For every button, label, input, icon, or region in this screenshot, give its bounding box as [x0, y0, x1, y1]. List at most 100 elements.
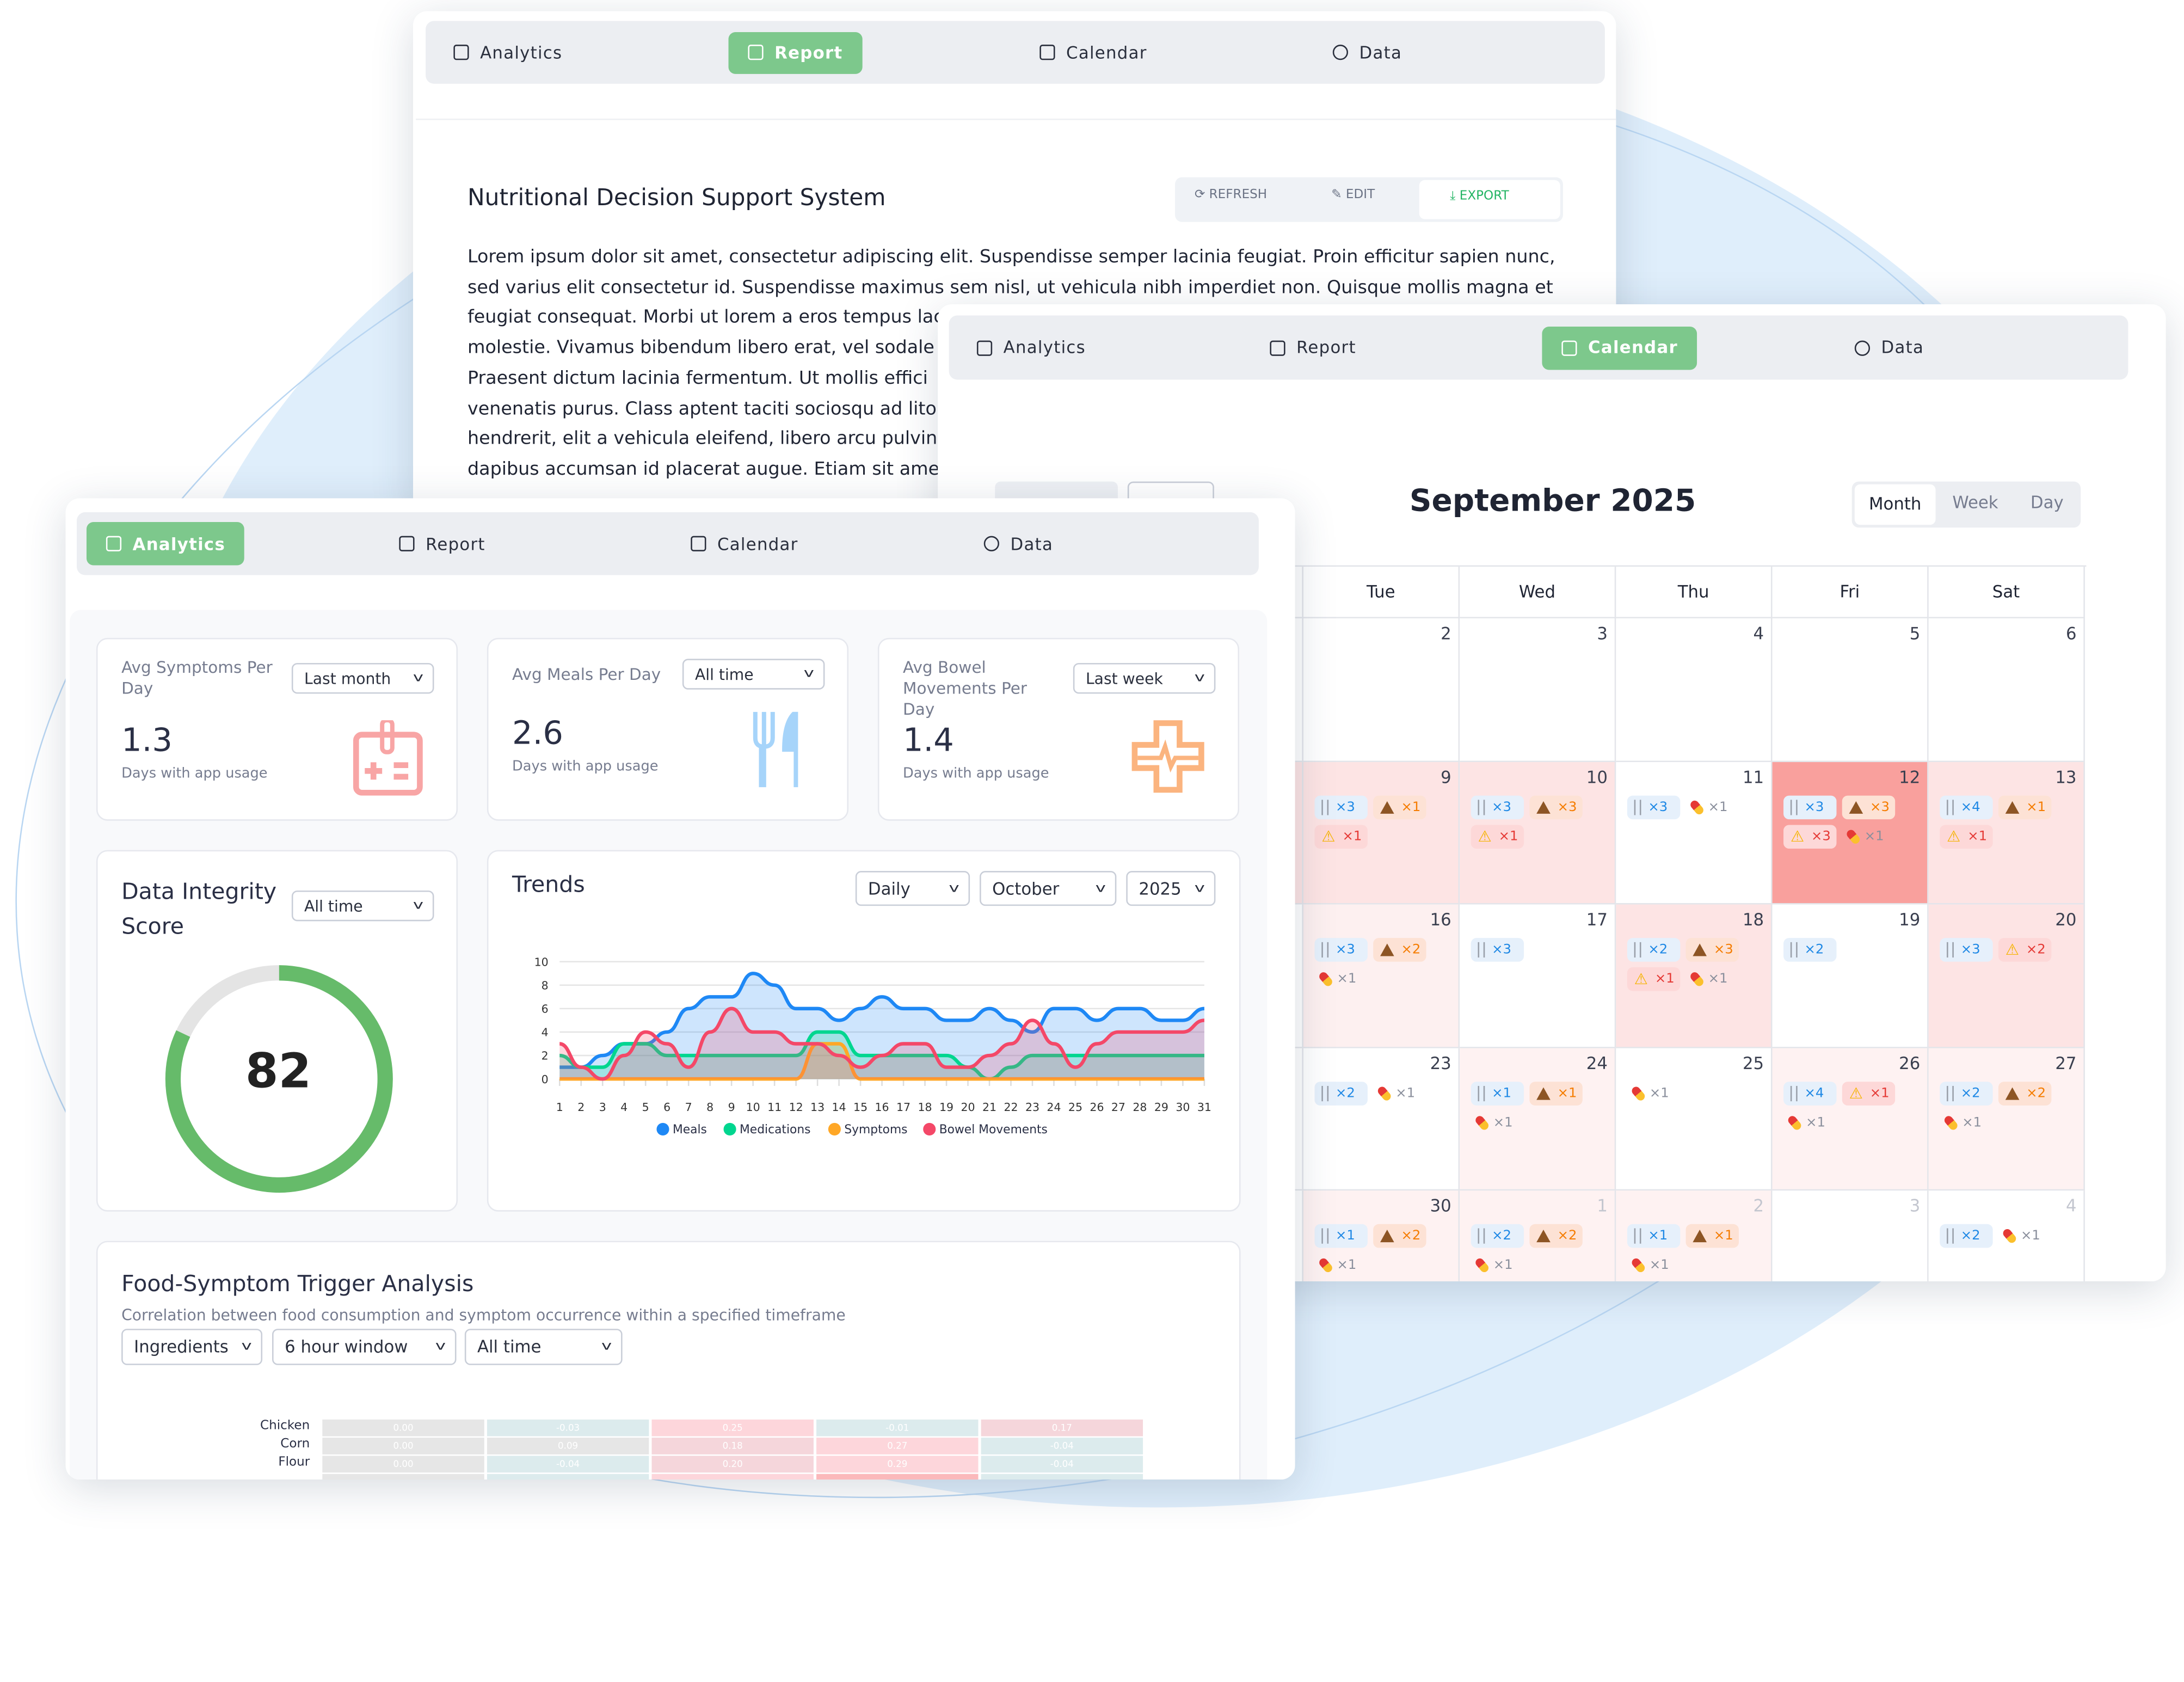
event-badge-symptom[interactable]: ⚠ ×1	[1940, 824, 1993, 848]
calendar-day[interactable]: 24 ×1 ×1 ×1	[1460, 1047, 1616, 1191]
calendar-day[interactable]: 2	[1303, 618, 1460, 762]
tab-report[interactable]: Report	[1251, 327, 1376, 369]
tab-calendar[interactable]: Calendar	[671, 523, 817, 564]
event-badge-bowel[interactable]: ×2	[1529, 1224, 1583, 1248]
tab-analytics[interactable]: Analytics	[86, 522, 245, 566]
event-badge-bowel[interactable]: ×3	[1529, 795, 1583, 819]
heatmap-cell[interactable]: 0.18	[651, 1438, 814, 1454]
calendar-day[interactable]: 20 ×3 ⚠ ×2	[1928, 904, 2085, 1048]
calendar-day[interactable]: 6	[1928, 618, 2085, 762]
event-badge-meal[interactable]: ×2	[1627, 938, 1681, 962]
tab-report[interactable]: Report	[379, 523, 505, 564]
grouping-select[interactable]: Ingredients v	[121, 1329, 263, 1365]
calendar-day[interactable]: 26 ×4 ⚠ ×1 ×1	[1772, 1047, 1929, 1191]
event-badge-symptom[interactable]: ⚠ ×1	[1627, 967, 1681, 991]
legend-label[interactable]: Symptoms	[844, 1123, 907, 1137]
tab-analytics[interactable]: Analytics	[957, 327, 1105, 369]
year-select[interactable]: 2025 v	[1126, 871, 1216, 906]
event-badge-med[interactable]: ×1	[1314, 1254, 1367, 1278]
calendar-day[interactable]: 30 ×1 ×2 ×1	[1303, 1190, 1460, 1281]
calendar-day[interactable]: 4 ×2 ×1	[1928, 1190, 2085, 1281]
heatmap-cell[interactable]: 0.29	[816, 1456, 979, 1473]
event-badge-bowel[interactable]: ×1	[1685, 1224, 1739, 1248]
heatmap-cell[interactable]	[322, 1474, 484, 1480]
event-badge-meal[interactable]: ×2	[1314, 1081, 1368, 1105]
event-badge-meal[interactable]: ×3	[1627, 795, 1681, 819]
tab-report[interactable]: Report	[728, 31, 863, 73]
heatmap-cell[interactable]: 0.25	[651, 1419, 814, 1437]
event-badge-bowel[interactable]: ×1	[1998, 795, 2052, 819]
heatmap-cell[interactable]: -0.03	[487, 1419, 649, 1437]
calendar-day[interactable]: 17 ×3	[1460, 904, 1616, 1048]
view-day[interactable]: Day	[2030, 493, 2064, 513]
event-badge-meal[interactable]: ×2	[1940, 1224, 1993, 1248]
heatmap-cell[interactable]	[651, 1474, 814, 1480]
event-badge-symptom[interactable]: ⚠ ×1	[1842, 1081, 1896, 1105]
calendar-day[interactable]: 16 ×3 ×2 ×1	[1303, 904, 1460, 1048]
event-badge-med[interactable]: ×1	[1783, 1110, 1836, 1134]
event-badge-meal[interactable]: ×2	[1783, 938, 1837, 962]
heatmap-cell[interactable]: 0.00	[322, 1456, 484, 1473]
tab-data[interactable]: Data	[1835, 327, 1943, 369]
event-badge-bowel[interactable]: ×1	[1373, 795, 1426, 819]
heatmap-cell[interactable]: 0.27	[816, 1438, 979, 1454]
event-badge-med[interactable]: ×1	[1373, 1081, 1426, 1105]
event-badge-med[interactable]: ×1	[1314, 967, 1367, 991]
event-badge-med[interactable]: ×1	[1842, 824, 1895, 848]
calendar-day[interactable]: 3	[1772, 1190, 1929, 1281]
event-badge-med[interactable]: ×1	[1686, 967, 1739, 991]
integrity-filter[interactable]: All time v	[291, 890, 434, 922]
event-badge-bowel[interactable]: ×2	[1373, 938, 1426, 962]
tab-analytics[interactable]: Analytics	[434, 32, 582, 73]
heatmap-cell[interactable]: 0.00	[322, 1419, 484, 1437]
event-badge-med[interactable]: ×1	[1940, 1110, 1992, 1134]
event-badge-meal[interactable]: ×3	[1471, 795, 1524, 819]
calendar-day[interactable]: 25 ×1	[1616, 1047, 1773, 1191]
refresh-button[interactable]: ⟳ REFRESH	[1194, 188, 1268, 202]
heatmap-cell[interactable]: 0.20	[651, 1456, 814, 1473]
event-badge-meal[interactable]: ×1	[1627, 1224, 1681, 1248]
event-badge-meal[interactable]: ×2	[1940, 1081, 1993, 1105]
calendar-day[interactable]: 23 ×2 ×1	[1303, 1047, 1460, 1191]
heatmap-cell[interactable]: -0.04	[981, 1438, 1143, 1454]
heatmap-cell[interactable]: 0.00	[322, 1438, 484, 1454]
view-month[interactable]: Month	[1854, 484, 1936, 525]
stat-filter[interactable]: Last month v	[291, 662, 434, 694]
event-badge-med[interactable]: ×1	[1627, 1254, 1680, 1278]
range-select[interactable]: All time v	[464, 1329, 623, 1365]
calendar-day[interactable]: 1 ×2 ×2 ×1	[1460, 1190, 1616, 1281]
event-badge-bowel[interactable]: ×3	[1842, 795, 1896, 819]
export-button[interactable]: ⤓ EXPORT	[1419, 180, 1560, 219]
legend-label[interactable]: Medications	[740, 1123, 810, 1137]
event-badge-meal[interactable]: ×3	[1471, 938, 1524, 962]
stat-filter[interactable]: Last week v	[1073, 662, 1216, 694]
event-badge-symptom[interactable]: ⚠ ×2	[1998, 938, 2052, 962]
event-badge-symptom[interactable]: ⚠ ×1	[1471, 824, 1524, 848]
event-badge-med[interactable]: ×1	[1471, 1110, 1524, 1134]
calendar-day[interactable]: 13 ×4 ×1 ⚠ ×1	[1928, 761, 2085, 905]
heatmap-cell[interactable]: -0.04	[487, 1456, 649, 1473]
heatmap-cell[interactable]	[487, 1474, 649, 1480]
tab-calendar[interactable]: Calendar	[1020, 32, 1166, 73]
legend-label[interactable]: Bowel Movements	[939, 1123, 1048, 1137]
edit-button[interactable]: ✎ EDIT	[1331, 188, 1375, 202]
event-badge-bowel[interactable]: ×2	[1998, 1081, 2052, 1105]
tab-calendar[interactable]: Calendar	[1542, 326, 1697, 370]
calendar-day[interactable]: 3	[1460, 618, 1616, 762]
heatmap-cell[interactable]	[981, 1474, 1143, 1480]
heatmap-cell[interactable]	[816, 1474, 979, 1480]
event-badge-bowel[interactable]: ×3	[1685, 938, 1739, 962]
calendar-day[interactable]: 18 ×2 ×3 ⚠ ×1 ×1	[1616, 904, 1773, 1048]
event-badge-meal[interactable]: ×2	[1471, 1224, 1524, 1248]
event-badge-med[interactable]: ×1	[1998, 1224, 2051, 1248]
event-badge-symptom[interactable]: ⚠ ×1	[1314, 824, 1368, 848]
calendar-day[interactable]: 9 ×3 ×1 ⚠ ×1	[1303, 761, 1460, 905]
heatmap-cell[interactable]: 0.09	[487, 1438, 649, 1454]
view-week[interactable]: Week	[1952, 493, 1998, 513]
calendar-day[interactable]: 12 ×3 ×3 ⚠ ×3 ×1	[1772, 761, 1929, 905]
event-badge-med[interactable]: ×1	[1627, 1081, 1680, 1105]
calendar-day[interactable]: 4	[1616, 618, 1773, 762]
heatmap-cell[interactable]: -0.04	[981, 1456, 1143, 1473]
calendar-day[interactable]: 5	[1772, 618, 1929, 762]
event-badge-meal[interactable]: ×1	[1314, 1224, 1368, 1248]
